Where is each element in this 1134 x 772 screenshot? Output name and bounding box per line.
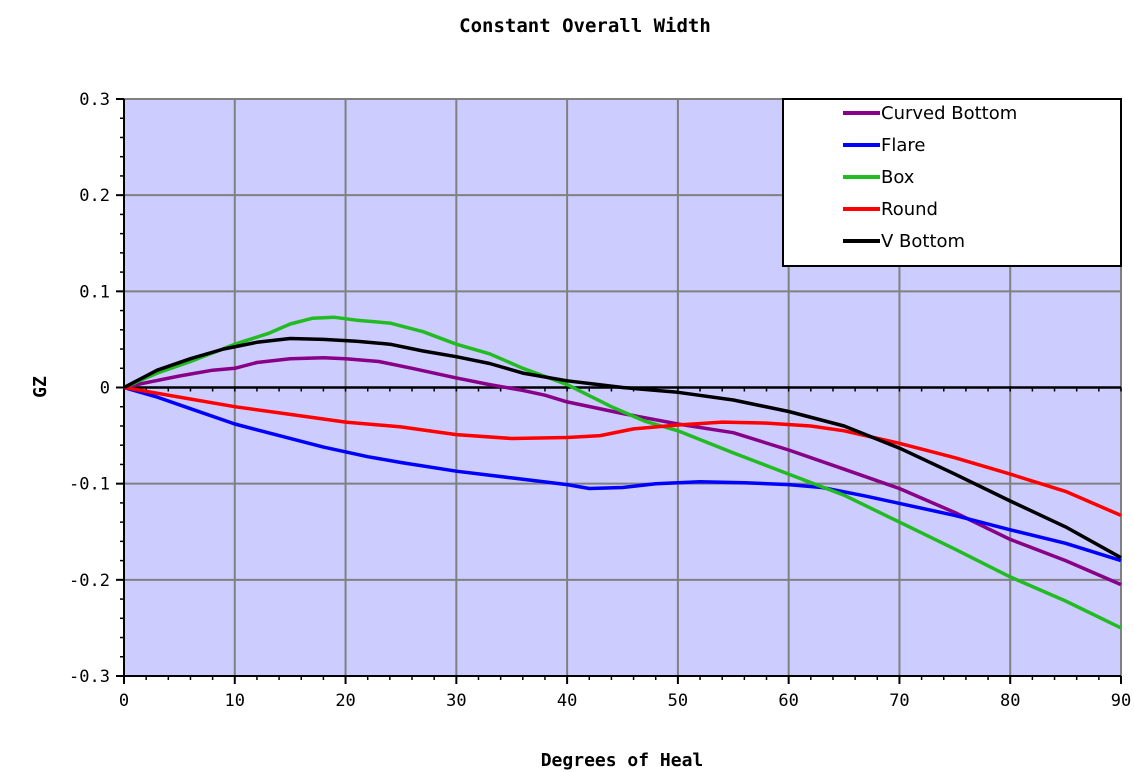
series-line-flare [123,385,1122,563]
x-tick-label: 60 [778,691,798,711]
y-tick-label: 0 [100,379,110,399]
legend-label-curved-bottom: Curved Bottom [881,103,1017,124]
series-line-box [123,315,1122,630]
y-tick-label: -0.2 [69,571,110,591]
series-line-v-bottom [123,336,1122,560]
series-lines [123,315,1122,630]
y-tick-label: 0.1 [79,282,110,302]
legend-label-flare: Flare [881,135,925,156]
legend-label-v-bottom: V Bottom [881,231,965,252]
x-tick-label: 20 [335,691,355,711]
x-tick-label: 80 [1000,691,1020,711]
tick-labels: 0 10 20 30 40 50 60 70 80 90 0.3 0.2 0.1 0 -0.1 -0.2 -0.… [69,90,1131,711]
x-tick-label: 70 [889,691,909,711]
y-tick-label: -0.1 [69,475,110,495]
y-tick-label: 0.2 [79,186,110,206]
y-tick-label: -0.3 [69,667,110,687]
x-tick-label: 0 [119,691,129,711]
x-tick-label: 90 [1111,691,1131,711]
legend-label-box: Box [881,167,915,188]
x-tick-label: 10 [225,691,245,711]
x-axis-title: Degrees of Heal [541,750,704,771]
chart-title: Constant Overall Width [459,15,711,37]
series-line-curved-bottom [123,355,1122,587]
y-axis-title: GZ [30,376,51,398]
legend-label-round: Round [881,199,938,220]
legend-items: Curved Bottom Flare Box Round V Bottom [843,103,1017,252]
y-tick-label: 0.3 [79,90,110,110]
x-tick-label: 30 [446,691,466,711]
x-tick-label: 50 [668,691,688,711]
x-tick-label: 40 [557,691,577,711]
legend: Curved Bottom Flare Box Round V Bottom [782,98,1122,267]
series-line-round [123,385,1122,518]
legend-box [782,98,1122,267]
